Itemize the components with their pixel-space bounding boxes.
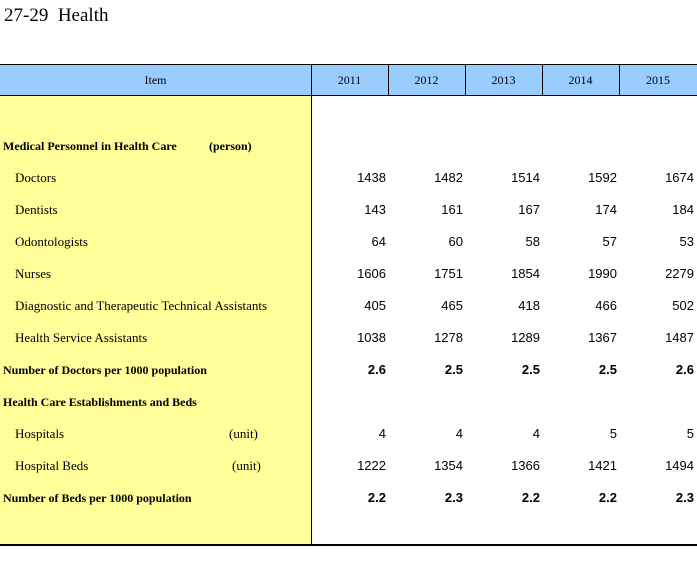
- row-value-2012: 2.5: [444, 362, 463, 377]
- row-value-2015: 1494: [665, 458, 694, 473]
- row-value-2011: 64: [371, 234, 386, 249]
- row-value-2013: 4: [532, 426, 540, 441]
- row-value-2013: 1514: [511, 170, 540, 185]
- row-value-2014: 174: [595, 202, 617, 217]
- row-value-2015: 2.6: [675, 362, 694, 377]
- table-row: Number of Beds per 1000 population 2.2 2.3…: [0, 482, 697, 514]
- column-divider: [619, 64, 620, 96]
- row-value-2015: 1674: [665, 170, 694, 185]
- row-value-2012: 161: [441, 202, 463, 217]
- row-value-2013: 1366: [511, 458, 540, 473]
- row-value-2014: 1367: [588, 330, 617, 345]
- column-divider: [388, 64, 389, 96]
- row-value-2013: 418: [518, 298, 540, 313]
- row-value-2012: 465: [441, 298, 463, 313]
- column-divider: [465, 64, 466, 96]
- row-label: Hospital Beds: [15, 458, 89, 473]
- row-label: Number of Beds per 1000 population: [3, 491, 192, 505]
- table-row: Doctors 1438 1482 1514 1592 1674: [0, 162, 697, 194]
- row-label: Doctors: [15, 170, 57, 185]
- page-title: 27-29 Health: [4, 5, 109, 26]
- row-label: Number of Doctors per 1000 population: [3, 363, 207, 377]
- row-value-2014: 1990: [588, 266, 617, 281]
- row-value-2012: 60: [448, 234, 463, 249]
- header-year-2013: 2013: [491, 73, 516, 87]
- table-row: Odontologists 64 60 58 57 53: [0, 226, 697, 258]
- header-item: Item: [144, 73, 167, 87]
- row-value-2015: 53: [679, 234, 694, 249]
- row-value-2011: 2.6: [367, 362, 386, 377]
- table-row: Medical Personnel in Health Care (person): [0, 130, 697, 162]
- row-unit: (unit): [232, 458, 261, 473]
- column-divider: [311, 64, 312, 545]
- row-value-2011: 1038: [357, 330, 386, 345]
- row-label: Hospitals: [15, 426, 65, 441]
- row-label: Diagnostic and Therapeutic Technical Ass…: [15, 298, 268, 313]
- row-label: Nurses: [15, 266, 52, 281]
- row-value-2012: 1751: [434, 266, 463, 281]
- table-row: Nurses 1606 1751 1854 1990 2279: [0, 258, 697, 290]
- row-value-2011: 143: [364, 202, 386, 217]
- row-value-2015: 1487: [665, 330, 694, 345]
- row-value-2013: 2.2: [521, 490, 540, 505]
- row-value-2013: 1854: [511, 266, 540, 281]
- table-row: Hospitals (unit) 4 4 4 5 5: [0, 418, 697, 450]
- row-value-2014: 2.2: [598, 490, 617, 505]
- table-row: Number of Doctors per 1000 population 2.6…: [0, 354, 697, 386]
- row-value-2012: 4: [455, 426, 463, 441]
- header-year-2012: 2012: [414, 73, 439, 87]
- row-label: Health Service Assistants: [15, 330, 148, 345]
- row-value-2014: 1592: [588, 170, 617, 185]
- row-value-2015: 2279: [665, 266, 694, 281]
- column-divider: [542, 64, 543, 96]
- row-label: Dentists: [15, 202, 58, 217]
- table-row: Diagnostic and Therapeutic Technical Ass…: [0, 290, 697, 322]
- row-value-2013: 2.5: [521, 362, 540, 377]
- health-table: Item 2011 2012 2013 2014 2015 Medical Pe…: [0, 64, 697, 546]
- row-value-2015: 502: [672, 298, 694, 313]
- header-year-2015: 2015: [646, 73, 670, 87]
- table-row: Hospital Beds (unit) 1222 1354 1366 1421 1494: [0, 450, 697, 482]
- row-value-2015: 2.3: [675, 490, 694, 505]
- row-value-2011: 405: [364, 298, 386, 313]
- row-unit: (person): [209, 139, 252, 153]
- row-value-2014: 5: [609, 426, 617, 441]
- row-value-2013: 167: [518, 202, 540, 217]
- table-row: Health Care Establishments and Beds: [0, 386, 697, 418]
- row-label: Health Care Establishments and Beds: [3, 395, 197, 409]
- table-row: Health Service Assistants 1038 1278 1289 136…: [0, 322, 697, 354]
- row-value-2011: 2.2: [367, 490, 386, 505]
- item-column-background: [0, 96, 311, 545]
- row-value-2014: 466: [595, 298, 617, 313]
- row-value-2012: 1278: [434, 330, 463, 345]
- row-label: Medical Personnel in Health Care: [3, 139, 177, 153]
- row-value-2012: 2.3: [444, 490, 463, 505]
- row-value-2012: 1482: [434, 170, 463, 185]
- row-label: Odontologists: [15, 234, 88, 249]
- row-value-2011: 1222: [357, 458, 386, 473]
- table-row: Dentists 143 161 167 174 184: [0, 194, 697, 226]
- table-header: Item 2011 2012 2013 2014 2015: [0, 64, 697, 96]
- header-year-2014: 2014: [568, 73, 593, 87]
- row-value-2011: 1606: [357, 266, 386, 281]
- header-year-2011: 2011: [337, 73, 362, 87]
- row-value-2015: 184: [672, 202, 694, 217]
- row-value-2015: 5: [686, 426, 694, 441]
- row-value-2014: 57: [602, 234, 617, 249]
- row-value-2012: 1354: [434, 458, 463, 473]
- table-bottom-border: [0, 544, 697, 546]
- row-unit: (unit): [229, 426, 258, 441]
- row-value-2014: 1421: [588, 458, 617, 473]
- row-value-2013: 1289: [511, 330, 540, 345]
- row-value-2013: 58: [525, 234, 540, 249]
- row-value-2014: 2.5: [598, 362, 617, 377]
- row-value-2011: 1438: [357, 170, 386, 185]
- row-value-2011: 4: [378, 426, 386, 441]
